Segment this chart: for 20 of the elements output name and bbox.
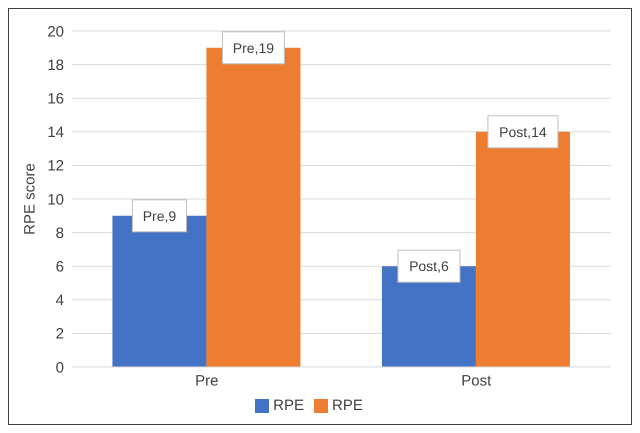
y-tick-label: 4 bbox=[56, 292, 64, 310]
y-tick-label: 18 bbox=[47, 56, 64, 74]
data-label: Post,6 bbox=[409, 258, 449, 274]
y-tick-label: 14 bbox=[47, 124, 64, 142]
legend-label: RPE bbox=[273, 397, 304, 414]
y-tick-label: 0 bbox=[56, 359, 64, 376]
data-label: Pre,9 bbox=[142, 208, 176, 224]
y-tick-label: 8 bbox=[56, 224, 64, 242]
x-tick-label: Post bbox=[461, 372, 492, 390]
data-label: Post,14 bbox=[499, 124, 547, 140]
y-tick-label: 20 bbox=[47, 23, 64, 40]
y-axis-title: RPE score bbox=[21, 163, 38, 235]
y-tick-label: 12 bbox=[47, 158, 64, 175]
legend-label: RPE bbox=[332, 397, 363, 414]
y-tick-label: 6 bbox=[56, 258, 64, 276]
x-tick-label: Pre bbox=[195, 372, 218, 390]
y-tick-label: 16 bbox=[47, 90, 64, 108]
data-label: Pre,19 bbox=[232, 40, 274, 56]
y-tick-label: 10 bbox=[47, 191, 64, 208]
y-tick-label: 2 bbox=[56, 326, 64, 343]
